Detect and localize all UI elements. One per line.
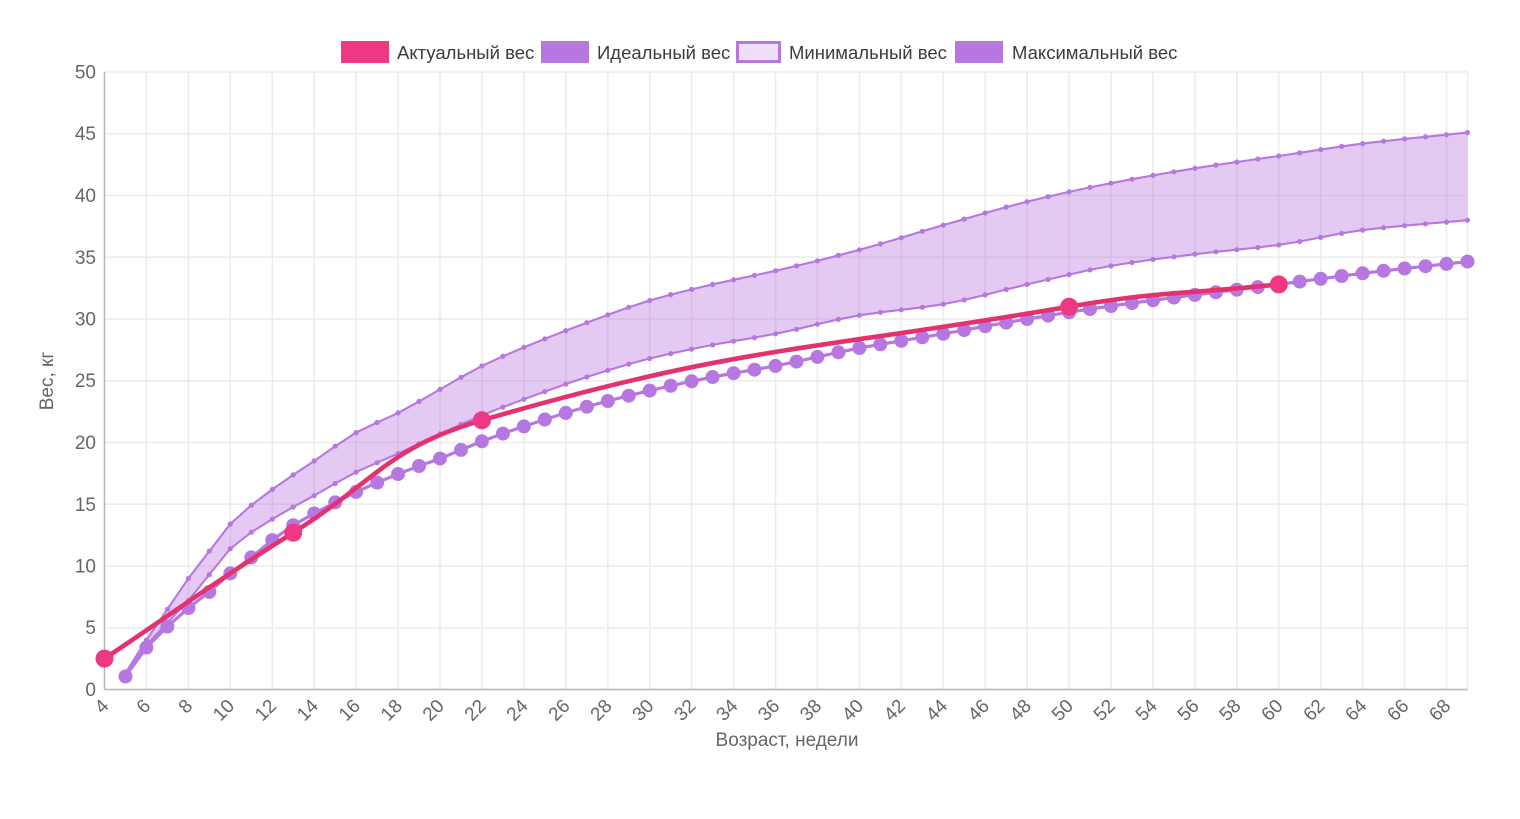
svg-text:20: 20 bbox=[75, 433, 96, 454]
svg-text:Идеальный вес: Идеальный вес bbox=[597, 42, 730, 63]
svg-text:Максимальный вес: Максимальный вес bbox=[1012, 42, 1177, 63]
svg-text:30: 30 bbox=[75, 310, 96, 331]
svg-text:Вес, кг: Вес, кг bbox=[37, 352, 58, 411]
svg-text:40: 40 bbox=[75, 186, 96, 207]
svg-text:25: 25 bbox=[75, 371, 96, 392]
svg-text:0: 0 bbox=[85, 680, 96, 701]
svg-text:5: 5 bbox=[85, 618, 96, 639]
svg-text:Актуальный вес: Актуальный вес bbox=[397, 42, 534, 63]
svg-text:50: 50 bbox=[75, 63, 96, 84]
svg-text:15: 15 bbox=[75, 495, 96, 516]
svg-text:Возраст, недели: Возраст, недели bbox=[716, 730, 859, 751]
svg-text:35: 35 bbox=[75, 248, 96, 269]
svg-text:45: 45 bbox=[75, 124, 96, 145]
svg-text:10: 10 bbox=[75, 557, 96, 578]
svg-text:Минимальный вес: Минимальный вес bbox=[789, 42, 947, 63]
